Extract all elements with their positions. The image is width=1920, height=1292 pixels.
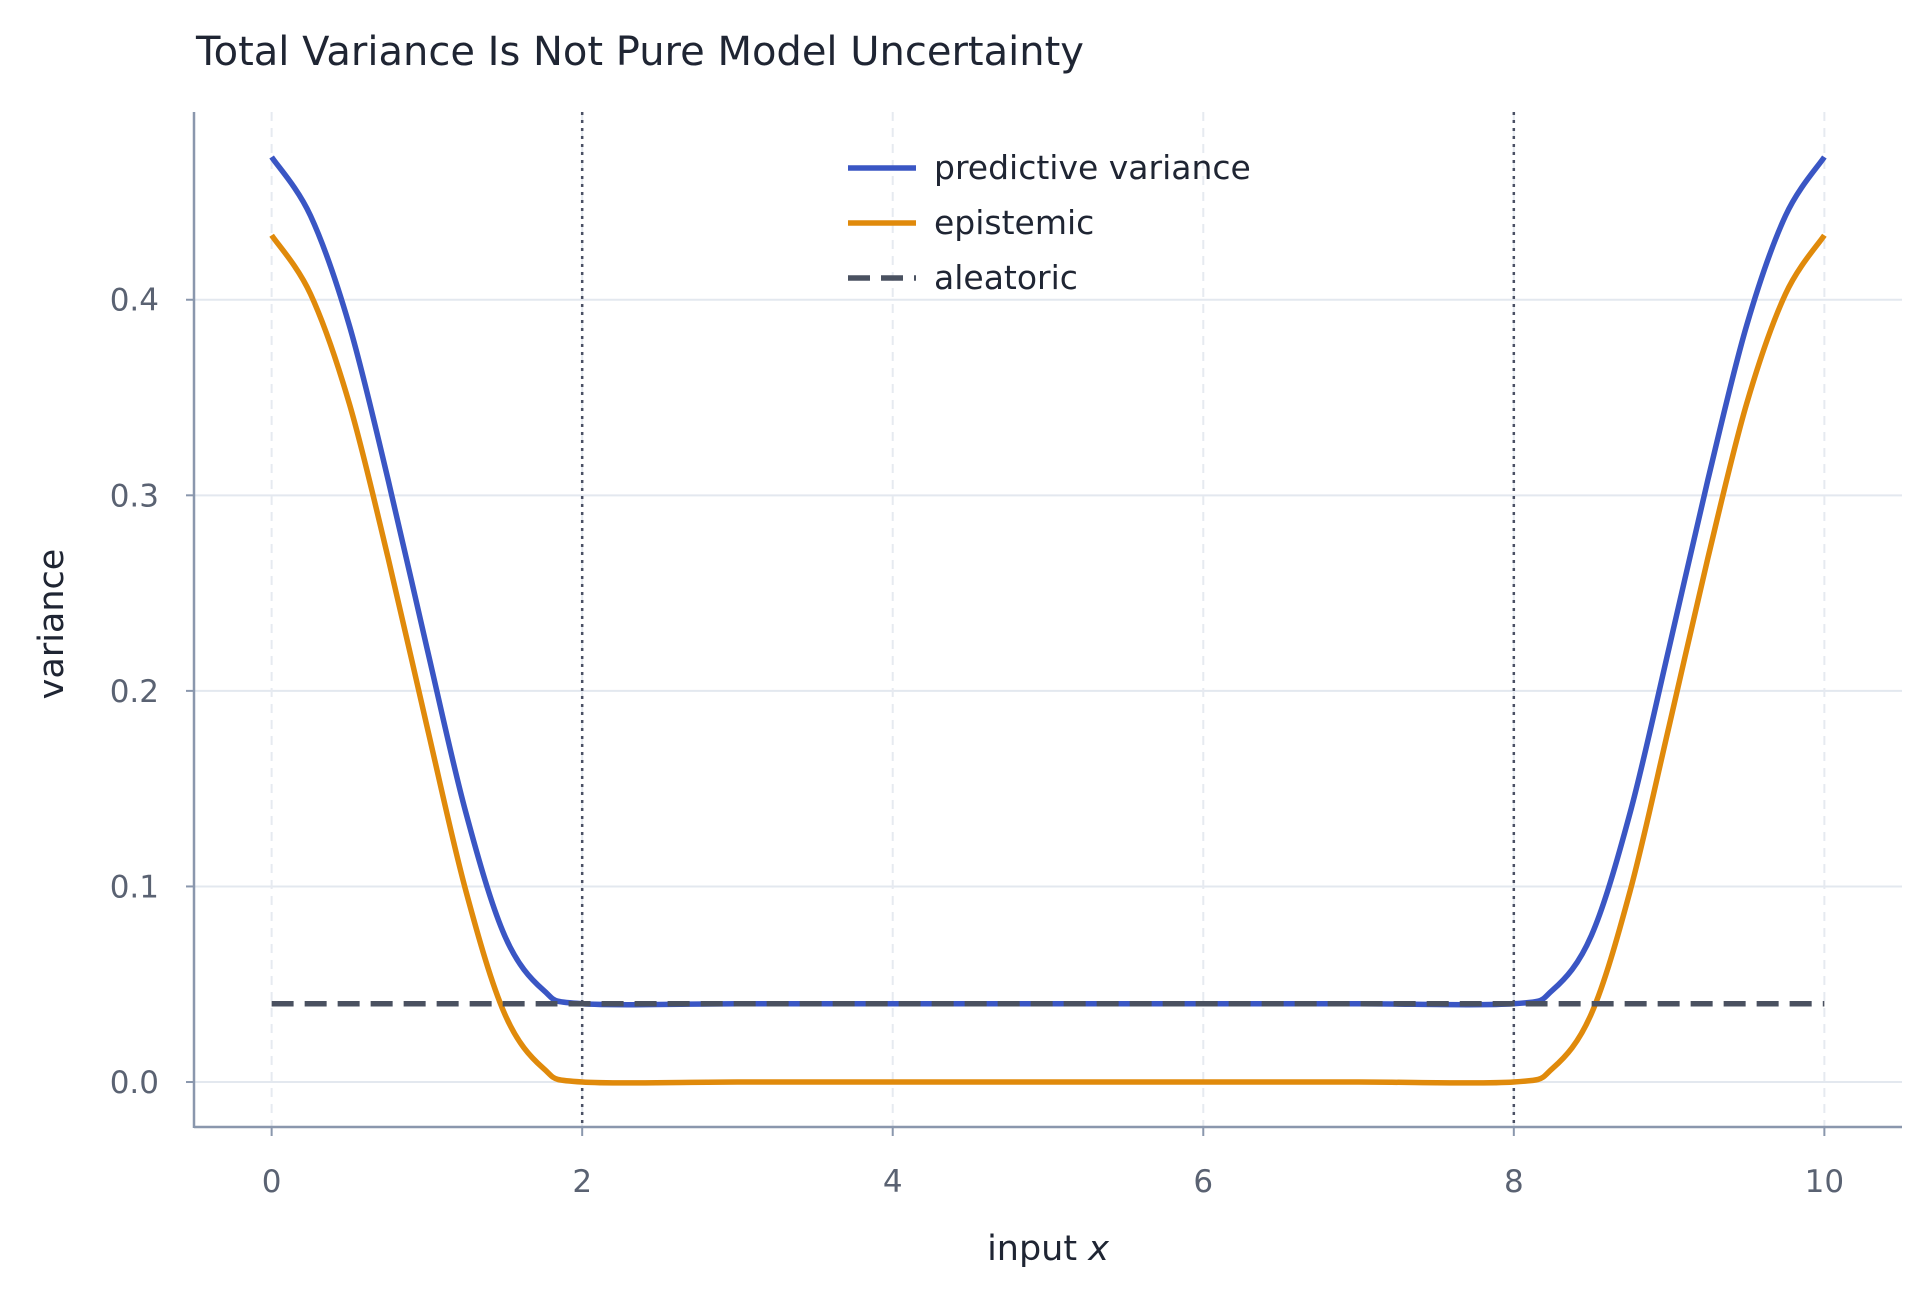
- series-line-epistemic: [269, 233, 1827, 1086]
- tick-labels: 0.0 0.1 0.2 0.3 0.4 0 2 4 6 8 10: [110, 283, 1844, 1200]
- y-axis-label: variance: [32, 549, 72, 700]
- x-tick-label-0: 0: [262, 1164, 282, 1200]
- y-tick-label-0: 0.0: [110, 1065, 159, 1101]
- y-tick-label-1: 0.1: [110, 869, 159, 905]
- series-lines: [269, 155, 1827, 1086]
- grid: [194, 112, 1902, 1127]
- y-tick-label-2: 0.2: [110, 674, 159, 710]
- legend-label-epistemic: epistemic: [934, 203, 1094, 242]
- x-axis-label-variable: x: [1087, 1229, 1109, 1269]
- legend-label-aleatoric: aleatoric: [934, 258, 1078, 297]
- x-tick-label-5: 10: [1805, 1164, 1844, 1200]
- x-tick-label-2: 4: [883, 1164, 903, 1200]
- x-tick-label-1: 2: [572, 1164, 592, 1200]
- x-axis-label: input x: [987, 1229, 1109, 1269]
- y-tick-label-3: 0.3: [110, 478, 159, 514]
- reference-lines: [580, 112, 1516, 1127]
- axes: [186, 112, 1902, 1136]
- y-tick-label-4: 0.4: [110, 283, 159, 319]
- chart-title: Total Variance Is Not Pure Model Uncerta…: [195, 29, 1084, 75]
- legend: predictive variance epistemic aleatoric: [848, 148, 1251, 297]
- x-tick-label-3: 6: [1193, 1164, 1213, 1200]
- x-tick-label-4: 8: [1504, 1164, 1524, 1200]
- x-axis-label-text: input: [987, 1229, 1088, 1269]
- legend-label-predictive-variance: predictive variance: [934, 148, 1251, 187]
